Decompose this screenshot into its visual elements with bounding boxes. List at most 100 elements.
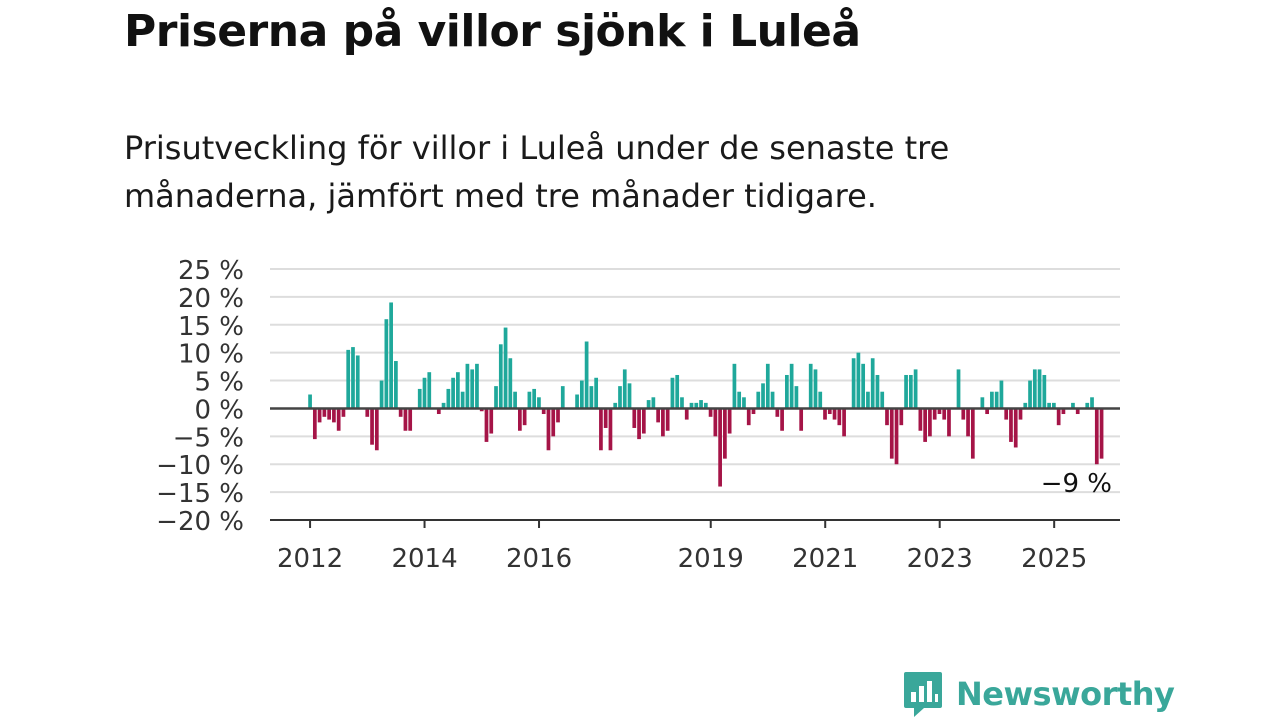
bar bbox=[608, 408, 613, 451]
bar bbox=[661, 408, 665, 437]
bar bbox=[823, 408, 827, 420]
bar bbox=[422, 377, 427, 409]
bar bbox=[703, 402, 708, 409]
bars bbox=[308, 302, 1104, 487]
bar bbox=[970, 408, 975, 459]
bar bbox=[918, 408, 923, 431]
bar bbox=[527, 391, 532, 409]
bar bbox=[732, 363, 737, 409]
bar bbox=[599, 408, 603, 451]
y-tick-label: 5 % bbox=[194, 368, 244, 398]
bar bbox=[408, 408, 413, 431]
bar bbox=[603, 408, 608, 428]
bar bbox=[665, 408, 670, 431]
last-value-label: −9 % bbox=[1041, 469, 1112, 499]
bar bbox=[355, 355, 360, 409]
x-tick-label: 2012 bbox=[277, 544, 343, 574]
bar bbox=[460, 391, 465, 409]
bar bbox=[780, 408, 784, 431]
bar bbox=[508, 358, 513, 409]
bar bbox=[1032, 369, 1037, 409]
y-tick-label: 25 % bbox=[178, 256, 244, 286]
bar bbox=[899, 408, 904, 426]
bar bbox=[589, 386, 594, 409]
bar bbox=[880, 391, 885, 409]
brand[interactable]: Newsworthy bbox=[902, 670, 1175, 718]
bar bbox=[928, 408, 932, 437]
y-axis: 25 %20 %15 %10 %5 %0 %−5 %−10 %−15 %−20 … bbox=[156, 256, 1120, 537]
bar bbox=[990, 391, 994, 409]
bar bbox=[546, 408, 551, 451]
x-tick-label: 2023 bbox=[907, 544, 973, 574]
bar bbox=[656, 408, 660, 423]
bar bbox=[961, 408, 966, 420]
bar bbox=[966, 408, 970, 437]
bar bbox=[718, 408, 722, 487]
bar bbox=[1061, 408, 1066, 415]
bar bbox=[856, 352, 861, 409]
bar bbox=[584, 341, 589, 409]
bar bbox=[436, 408, 441, 415]
bar bbox=[832, 408, 837, 420]
bar bbox=[637, 408, 641, 440]
bar bbox=[770, 391, 775, 409]
bar bbox=[999, 380, 1004, 409]
bar bbox=[541, 408, 546, 415]
bar bbox=[1056, 408, 1061, 426]
bar bbox=[317, 408, 322, 423]
bar bbox=[1023, 402, 1028, 409]
bar bbox=[365, 408, 370, 417]
bar bbox=[575, 394, 579, 409]
bar bbox=[1009, 408, 1013, 442]
x-tick-label: 2014 bbox=[391, 544, 457, 574]
bar bbox=[875, 374, 880, 409]
annotations: −9 % bbox=[1041, 469, 1112, 499]
bar bbox=[470, 369, 475, 409]
y-tick-label: 20 % bbox=[178, 284, 244, 314]
bar bbox=[651, 397, 656, 409]
bar bbox=[937, 408, 942, 415]
bar bbox=[484, 408, 489, 442]
bar bbox=[713, 408, 718, 437]
y-tick-label: 15 % bbox=[178, 312, 244, 342]
bar bbox=[837, 408, 842, 426]
bar bbox=[351, 347, 355, 409]
bar bbox=[1018, 408, 1023, 420]
y-tick-label: −5 % bbox=[173, 423, 244, 453]
y-tick-label: −20 % bbox=[156, 507, 244, 537]
bar bbox=[513, 391, 517, 409]
bar bbox=[1085, 402, 1090, 409]
bar bbox=[503, 327, 508, 409]
gridlines bbox=[270, 268, 1120, 494]
bar bbox=[1090, 397, 1094, 409]
bar bbox=[622, 369, 627, 409]
bar bbox=[785, 374, 789, 409]
bar bbox=[641, 408, 646, 434]
bar bbox=[746, 408, 751, 426]
bar bbox=[699, 400, 703, 409]
bar bbox=[694, 402, 699, 409]
bar bbox=[627, 383, 632, 409]
bar bbox=[689, 402, 694, 409]
bar bbox=[312, 408, 317, 440]
y-tick-label: −15 % bbox=[156, 479, 244, 509]
bar bbox=[384, 319, 389, 409]
bar bbox=[799, 408, 804, 431]
bar bbox=[518, 408, 522, 431]
bar bbox=[842, 408, 846, 437]
bar bbox=[751, 408, 756, 415]
bar bbox=[451, 377, 455, 409]
bar bbox=[1047, 402, 1051, 409]
bar bbox=[1042, 374, 1047, 409]
bar bbox=[818, 391, 823, 409]
bar bbox=[775, 408, 780, 417]
bar bbox=[851, 358, 856, 409]
bar bbox=[551, 408, 556, 437]
bar bbox=[374, 408, 379, 451]
bar bbox=[441, 402, 446, 409]
bar bbox=[813, 369, 818, 409]
y-tick-label: 0 % bbox=[194, 395, 244, 425]
bar bbox=[742, 397, 746, 409]
bar bbox=[670, 377, 675, 409]
